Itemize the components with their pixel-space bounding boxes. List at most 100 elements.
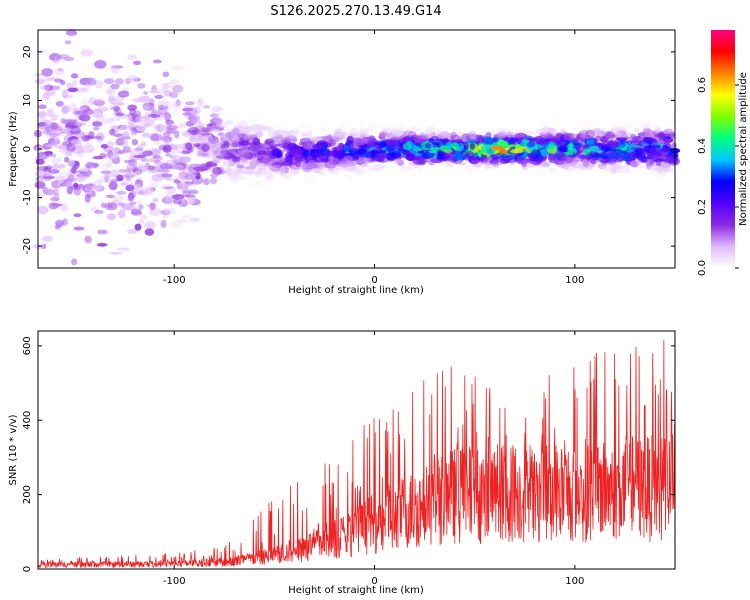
spectral-blob <box>94 210 104 215</box>
spectral-blob <box>365 165 378 171</box>
spectral-blob <box>189 217 201 222</box>
spectral-blob <box>656 166 665 174</box>
spectral-blob <box>127 192 135 202</box>
spectral-blob <box>174 144 184 148</box>
spectral-blob <box>51 180 62 189</box>
spectral-blob <box>228 169 239 177</box>
spectral-blob <box>368 167 374 173</box>
spectral-blob <box>161 82 169 92</box>
spectral-blob <box>580 120 592 128</box>
spectral-blob <box>66 142 76 152</box>
spectral-blob <box>252 137 261 146</box>
colorbar-tick-label: 0.4 <box>697 138 708 154</box>
spectral-blob <box>91 112 104 119</box>
spectral-blob <box>84 185 94 195</box>
spectral-blob <box>185 142 193 150</box>
spectral-blob <box>162 71 170 78</box>
spectral-blob <box>657 164 670 173</box>
spectral-blob <box>76 110 89 115</box>
spectral-blob <box>602 164 613 172</box>
spectral-blob <box>71 258 78 266</box>
spectral-blob <box>117 124 128 131</box>
spectral-blob <box>178 122 188 129</box>
spectral-blob <box>96 210 102 218</box>
spectral-blob <box>290 172 298 176</box>
spectral-blob <box>52 59 60 64</box>
y-tick-label: 20 <box>22 45 33 58</box>
spectral-blob <box>301 162 314 170</box>
spectral-blob <box>236 164 245 169</box>
spectral-blob <box>309 136 319 143</box>
spectral-blob <box>261 158 271 164</box>
spectral-blob <box>160 209 172 216</box>
spectral-blob <box>35 77 45 85</box>
spectral-blob <box>286 135 297 142</box>
spectral-blob <box>127 54 138 61</box>
spectral-blob <box>539 132 546 137</box>
spectral-blob <box>172 84 184 93</box>
spectral-blob <box>38 104 47 109</box>
spectral-blob <box>318 126 327 131</box>
spectral-blob <box>428 127 438 133</box>
spectral-blob <box>172 109 179 115</box>
spectral-blob <box>391 131 403 137</box>
spectral-blob <box>226 120 234 125</box>
spectral-blob <box>72 80 78 86</box>
spectral-blob <box>412 156 424 165</box>
spectral-blob <box>191 134 204 143</box>
spectral-blob <box>79 114 91 122</box>
spectral-blob <box>256 150 267 155</box>
y-tick-label: -10 <box>22 189 33 205</box>
spectral-blob <box>242 159 249 164</box>
spectral-blob <box>521 159 527 168</box>
spectral-blob <box>125 78 131 85</box>
spectral-blob <box>255 168 268 176</box>
spectral-blob <box>456 146 464 152</box>
spectral-blob <box>250 125 257 133</box>
spectral-blob <box>289 131 299 135</box>
spectral-blob <box>92 182 102 192</box>
spectral-blob <box>63 56 75 62</box>
spectral-blob <box>249 183 258 192</box>
y-tick-label: 10 <box>22 94 33 107</box>
spectral-blob <box>171 194 185 200</box>
spectral-blob <box>470 167 479 176</box>
spectral-blob <box>309 173 318 180</box>
spectral-blob <box>390 151 402 159</box>
spectral-blob <box>359 163 368 167</box>
spectral-blob <box>437 132 448 140</box>
spectral-blob <box>54 136 60 146</box>
spectral-blob <box>114 112 125 117</box>
spectral-blob <box>271 149 282 157</box>
spectral-blob <box>68 159 75 167</box>
spectral-blob <box>201 136 207 140</box>
spectral-blob <box>274 135 284 144</box>
spectral-blob <box>43 189 56 196</box>
spectral-blob <box>466 164 473 172</box>
spectral-blob <box>71 166 77 175</box>
spectral-blob <box>368 167 374 173</box>
spectral-blob <box>250 181 260 189</box>
spectral-blob <box>661 152 668 160</box>
spectral-blob <box>165 153 171 157</box>
spectral-blob <box>76 170 86 174</box>
spectral-blob <box>640 158 648 163</box>
spectral-blob <box>108 96 118 105</box>
spectral-blob <box>240 124 250 133</box>
spectral-blob <box>416 164 423 173</box>
spectral-blob <box>100 174 110 184</box>
spectral-blob <box>110 83 120 90</box>
spectral-blob <box>152 59 162 64</box>
spectral-blob <box>34 181 46 189</box>
spectral-blob <box>156 100 169 109</box>
spectral-blob <box>135 183 141 191</box>
spectral-blob <box>414 153 423 157</box>
spectral-blob <box>279 166 286 176</box>
spectral-blob <box>424 170 433 175</box>
spectral-blob <box>63 183 73 187</box>
spectral-blob <box>105 160 113 168</box>
spectral-blob <box>265 172 274 182</box>
spectral-blob <box>232 156 241 163</box>
spectral-blob <box>152 197 159 203</box>
spectral-blob <box>535 128 548 136</box>
